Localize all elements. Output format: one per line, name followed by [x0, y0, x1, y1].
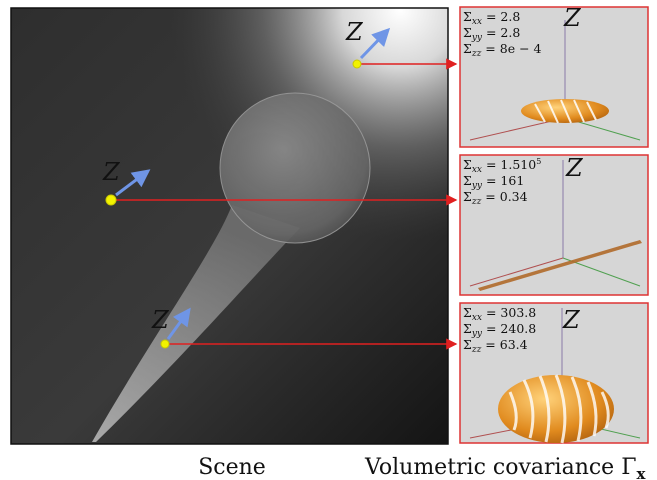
- covariance-stat-zz: Σzz = 0.34: [463, 189, 528, 207]
- covariance-stat-yy: Σyy = 2.8: [463, 25, 520, 43]
- covariance-stat-yy: Σyy = 240.8: [463, 321, 536, 339]
- sample-marker: [105, 194, 117, 206]
- covariance-ellipsoid: [498, 375, 614, 443]
- covariance-panel-1: Z: [459, 4, 649, 148]
- z-label: Z: [345, 18, 364, 46]
- scene-render: [11, 8, 448, 444]
- sphere: [219, 92, 371, 244]
- sample-marker: [352, 59, 362, 69]
- covariance-ellipsoid: [478, 240, 642, 291]
- z-axis-label: Z: [563, 4, 582, 32]
- scene-frame: [10, 7, 449, 445]
- x-axis-line: [469, 257, 564, 287]
- covariance-stat-zz: Σzz = 63.4: [463, 337, 528, 355]
- y-axis-line: [562, 257, 641, 287]
- light-cone: [92, 205, 300, 442]
- scene-caption: Scene: [198, 455, 266, 480]
- sample-point-2: Z: [102, 158, 151, 206]
- sample-marker: [160, 339, 170, 349]
- covariance-stat-yy: Σyy = 161: [463, 173, 524, 191]
- z-axis-label: Z: [562, 306, 581, 334]
- z-direction-arrow: [166, 307, 191, 340]
- covariance-stat-xx: Σxx = 1.5105: [463, 157, 541, 175]
- z-label: Z: [102, 158, 121, 186]
- covariance-stat-xx: Σxx = 2.8: [463, 9, 520, 27]
- covariance-caption: Volumetric covariance Γx: [364, 455, 646, 480]
- z-axis-label: Z: [565, 154, 584, 182]
- sample-point-1: Z: [345, 18, 391, 69]
- covariance-panel-2: Z: [459, 154, 649, 296]
- sample-point-3: Z: [151, 306, 191, 349]
- z-direction-arrow: [115, 169, 151, 197]
- covariance-stat-xx: Σxx = 303.8: [463, 305, 536, 323]
- connectors: [111, 58, 458, 350]
- covariance-panel-3: Z: [459, 302, 649, 444]
- covariance-stat-zz: Σzz = 8e − 4: [463, 41, 542, 59]
- z-direction-arrow: [359, 27, 391, 60]
- z-label: Z: [151, 306, 170, 334]
